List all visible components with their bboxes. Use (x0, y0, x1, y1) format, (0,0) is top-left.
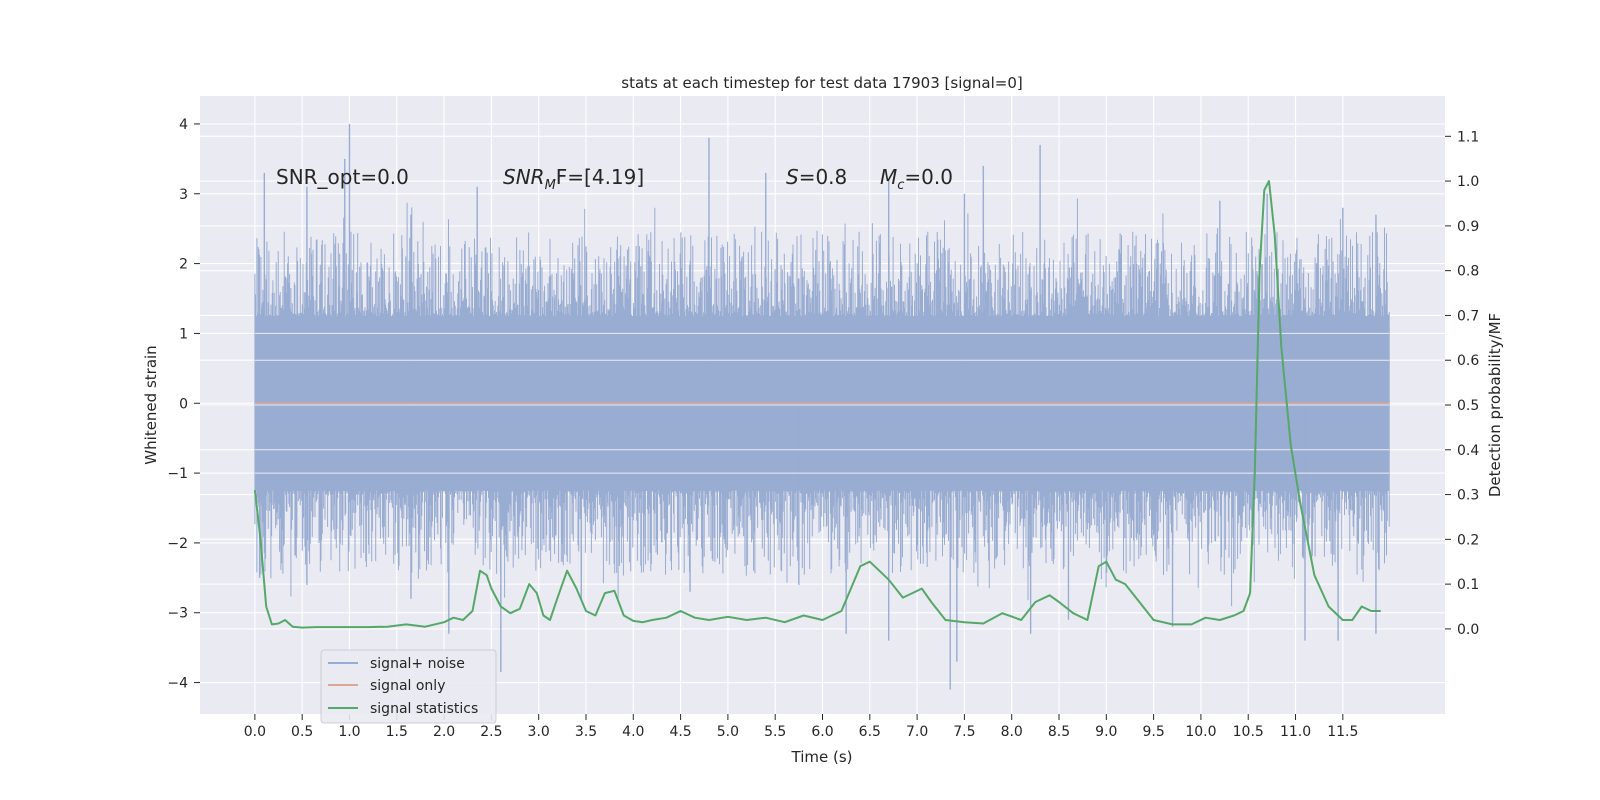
right-y-axis-ticks: 0.0 0.1 0.2 0.3 0.4 0.5 0.6 0.7 0.8 0.9 1.0 1.1 (1445, 129, 1479, 638)
x-tick-label: 0.0 (244, 724, 266, 740)
y2-tick-label: 0.4 (1457, 443, 1479, 459)
signal-statistics-line (253, 180, 1381, 629)
x-tick-label: 11.5 (1327, 724, 1358, 740)
y2-tick-label: 0.8 (1457, 264, 1479, 280)
y2-tick-label: 0.5 (1457, 398, 1479, 414)
x-tick-label: 0.5 (291, 724, 313, 740)
y2-tick-label: 0.0 (1457, 622, 1479, 638)
legend: signal+ noise signal only signal statist… (320, 649, 497, 724)
y-tick-label: −1 (167, 466, 188, 482)
y-axis-label: Whitened strain (142, 345, 160, 464)
x-axis-label: Time (s) (791, 748, 853, 766)
annotation-snr-opt: SNR_opt=0.0 (276, 165, 409, 189)
annotation-s: S=0.8 (786, 165, 847, 189)
annotation-mc: Mc=0.0 (880, 165, 953, 193)
signal-statistics-trace (253, 180, 1381, 629)
legend-box (320, 649, 497, 724)
x-tick-label: 5.5 (764, 724, 786, 740)
x-axis-ticks: 0.0 0.5 1.0 1.5 2.0 2.5 3.0 3.5 4.0 4.5 5.0 5.5 6.0 6… (244, 714, 1358, 740)
x-tick-label: 1.5 (386, 724, 408, 740)
y2-tick-label: 0.6 (1457, 353, 1479, 369)
x-tick-label: 4.0 (622, 724, 644, 740)
x-tick-label: 11.0 (1280, 724, 1311, 740)
x-tick-label: 3.5 (575, 724, 597, 740)
y2-tick-label: 0.3 (1457, 488, 1479, 504)
legend-label-signal-statistics: signal statistics (370, 701, 478, 717)
y-axis-ticks: −4 −3 −2 −1 0 1 2 3 4 (167, 117, 200, 692)
y2-tick-label: 0.1 (1457, 577, 1479, 593)
chart-title: stats at each timestep for test data 179… (621, 74, 1022, 92)
y2-tick-label: 0.2 (1457, 532, 1479, 548)
legend-label-signal-only: signal only (370, 678, 445, 694)
x-tick-label: 9.5 (1142, 724, 1164, 740)
x-tick-label: 1.0 (338, 724, 360, 740)
right-y-axis-label: Detection probability/MF (1486, 313, 1504, 497)
y-tick-label: 1 (179, 326, 188, 342)
y-tick-label: −4 (167, 676, 188, 692)
x-tick-label: 7.0 (906, 724, 928, 740)
y2-tick-label: 0.9 (1457, 219, 1479, 235)
y-tick-label: 4 (179, 117, 188, 133)
y2-tick-label: 0.7 (1457, 308, 1479, 324)
y2-tick-label: 1.1 (1457, 129, 1479, 145)
y-tick-label: −2 (167, 536, 188, 552)
x-tick-label: 3.0 (528, 724, 550, 740)
annotation-snr-mf: SNRMF=[4.19] (503, 165, 644, 193)
x-tick-label: 2.0 (433, 724, 455, 740)
y2-tick-label: 1.0 (1457, 174, 1479, 190)
x-tick-label: 10.0 (1185, 724, 1216, 740)
y-tick-label: 0 (179, 396, 188, 412)
y-tick-label: 3 (179, 187, 188, 203)
y-tick-label: 2 (179, 257, 188, 273)
x-tick-label: 6.0 (811, 724, 833, 740)
y-tick-label: −3 (167, 606, 188, 622)
x-tick-label: 5.0 (717, 724, 739, 740)
x-tick-label: 6.5 (859, 724, 881, 740)
x-tick-label: 8.0 (1001, 724, 1023, 740)
x-tick-label: 4.5 (669, 724, 691, 740)
legend-label-signal-noise: signal+ noise (370, 656, 465, 672)
x-tick-label: 2.5 (480, 724, 502, 740)
x-tick-label: 7.5 (953, 724, 975, 740)
x-tick-label: 8.5 (1048, 724, 1070, 740)
x-tick-label: 9.0 (1095, 724, 1117, 740)
x-tick-label: 10.5 (1233, 724, 1264, 740)
